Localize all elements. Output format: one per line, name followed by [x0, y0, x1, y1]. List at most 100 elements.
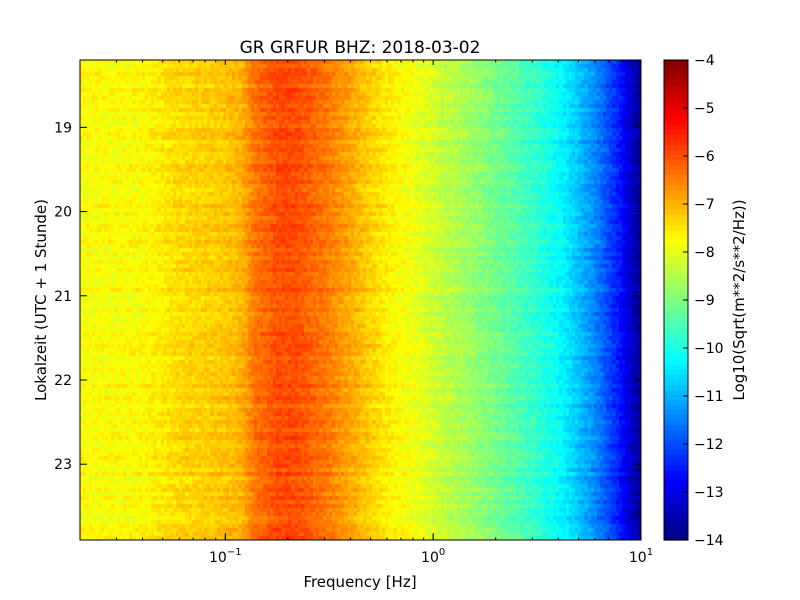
- colorbar-swatch: [664, 235, 688, 241]
- colorbar-swatch: [664, 325, 688, 331]
- x-axis-ticks: 10−1 100 101: [79, 60, 653, 566]
- colorbar-swatch: [664, 250, 688, 256]
- spectrogram-heatmap: [80, 60, 641, 540]
- colorbar-swatch: [664, 420, 688, 426]
- colorbar-swatch: [664, 320, 688, 326]
- colorbar-swatch: [664, 480, 688, 486]
- colorbar-swatch: [664, 410, 688, 416]
- colorbar-swatch: [664, 95, 688, 101]
- colorbar-swatch: [664, 445, 688, 451]
- colorbar-swatch: [664, 180, 688, 186]
- colorbar-tick-label: −5: [694, 101, 715, 117]
- colorbar-swatch: [664, 380, 688, 386]
- x-tick-label: 10−1: [209, 547, 242, 566]
- colorbar-swatch: [664, 330, 688, 336]
- colorbar-swatch: [664, 130, 688, 136]
- x-axis-label: Frequency [Hz]: [303, 573, 416, 591]
- colorbar-swatch: [664, 370, 688, 376]
- y-tick-label: 23: [54, 457, 72, 473]
- colorbar-swatch: [664, 155, 688, 161]
- colorbar-swatch: [664, 65, 688, 71]
- colorbar-tick-label: −6: [694, 149, 715, 165]
- colorbar-swatch: [664, 335, 688, 341]
- colorbar-swatch: [664, 450, 688, 456]
- colorbar-swatch: [664, 280, 688, 286]
- colorbar-swatch: [664, 125, 688, 131]
- colorbar-swatch: [664, 355, 688, 361]
- colorbar-swatch: [664, 80, 688, 86]
- x-tick-label: 101: [629, 547, 653, 566]
- y-tick-label: 22: [54, 373, 72, 389]
- colorbar-swatch: [664, 75, 688, 81]
- colorbar-swatch: [664, 310, 688, 316]
- colorbar-swatch: [664, 340, 688, 346]
- colorbar-swatch: [664, 360, 688, 366]
- colorbar-swatch: [664, 300, 688, 306]
- colorbar-swatch: [664, 475, 688, 481]
- colorbar-swatch: [664, 195, 688, 201]
- colorbar-swatch: [664, 400, 688, 406]
- colorbar-swatch: [664, 245, 688, 251]
- colorbar-swatch: [664, 150, 688, 156]
- colorbar-swatch: [664, 260, 688, 266]
- colorbar-swatch: [664, 265, 688, 271]
- y-tick-label: 21: [54, 289, 72, 305]
- colorbar-swatch: [664, 525, 688, 531]
- colorbar-swatch: [664, 275, 688, 281]
- colorbar: −4 −5 −6 −7 −8 −9 −10 −11 −12 −13 −14 Log10(Sqrt(m…: [663, 53, 748, 549]
- colorbar-swatch: [664, 505, 688, 511]
- colorbar-swatch: [664, 390, 688, 396]
- colorbar-swatch: [664, 500, 688, 506]
- colorbar-swatch: [664, 365, 688, 371]
- colorbar-swatch: [664, 430, 688, 436]
- colorbar-swatch: [664, 70, 688, 76]
- heatmap-image: [80, 60, 641, 540]
- colorbar-swatch: [664, 240, 688, 246]
- colorbar-swatch: [664, 225, 688, 231]
- colorbar-swatch: [664, 465, 688, 471]
- colorbar-swatch: [664, 135, 688, 141]
- colorbar-swatch: [664, 485, 688, 491]
- colorbar-swatch: [664, 305, 688, 311]
- colorbar-tick-label: −9: [694, 293, 715, 309]
- colorbar-swatch: [664, 345, 688, 351]
- colorbar-swatch: [664, 120, 688, 126]
- colorbar-swatch: [664, 210, 688, 216]
- colorbar-swatch: [664, 105, 688, 111]
- colorbar-swatch: [664, 190, 688, 196]
- colorbar-tick-label: −10: [694, 341, 724, 357]
- colorbar-swatch: [664, 515, 688, 521]
- colorbar-swatch: [664, 110, 688, 116]
- colorbar-swatch: [664, 425, 688, 431]
- colorbar-swatch: [664, 490, 688, 496]
- colorbar-swatch: [664, 385, 688, 391]
- colorbar-swatch: [664, 315, 688, 321]
- colorbar-swatch: [664, 200, 688, 206]
- colorbar-swatch: [664, 175, 688, 181]
- colorbar-swatch: [664, 435, 688, 441]
- colorbar-swatch: [664, 470, 688, 476]
- colorbar-swatch: [664, 510, 688, 516]
- colorbar-swatch: [664, 455, 688, 461]
- colorbar-tick-label: −11: [694, 389, 724, 405]
- colorbar-swatch: [664, 60, 688, 66]
- colorbar-swatch: [664, 495, 688, 501]
- colorbar-swatch: [664, 85, 688, 91]
- colorbar-swatch: [664, 440, 688, 446]
- colorbar-tick-label: −12: [694, 437, 724, 453]
- colorbar-swatch: [664, 160, 688, 166]
- colorbar-swatch: [664, 395, 688, 401]
- colorbar-swatch: [664, 100, 688, 106]
- colorbar-swatch: [664, 230, 688, 236]
- colorbar-swatch: [664, 295, 688, 301]
- colorbar-swatch: [664, 215, 688, 221]
- colorbar-swatch: [664, 405, 688, 411]
- colorbar-label: Log10(Sqrt(m**2/s**2/Hz)): [730, 199, 748, 400]
- colorbar-swatch: [664, 415, 688, 421]
- colorbar-swatch: [664, 290, 688, 296]
- colorbar-swatch: [664, 165, 688, 171]
- plot-area: 10−1 100 101 19 20 21 22 23: [54, 59, 653, 566]
- colorbar-tick-label: −7: [694, 197, 715, 213]
